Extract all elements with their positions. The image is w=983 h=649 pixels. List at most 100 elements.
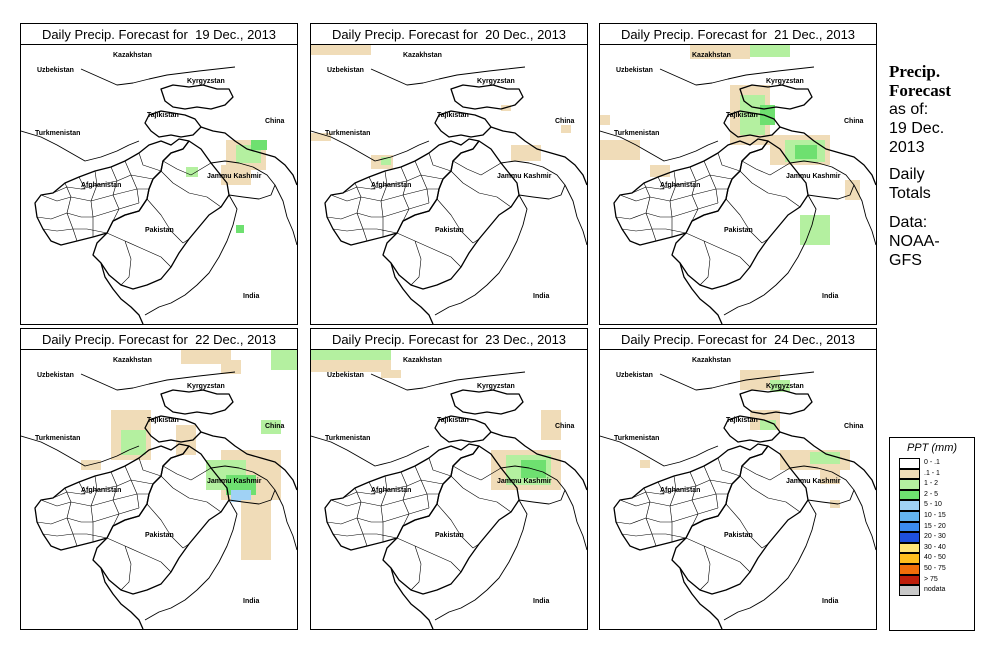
china-border [200, 126, 297, 186]
panel-title: Daily Precip. Forecast for 21 Dec., 2013 [600, 24, 876, 45]
label-pakistan: Pakistan [435, 532, 464, 539]
precip-patch [381, 157, 391, 165]
pakistan-provinces [106, 160, 222, 286]
ppt-legend: PPT (mm) 0 - .1 .1 - 1 1 - 2 2 - 5 5 - 10 10 … [889, 437, 975, 631]
coastline [679, 567, 723, 629]
map-labels: Kazakhstan Uzbekistan Kyrgyzstan Tajikis… [35, 357, 285, 605]
india-border [434, 194, 528, 316]
label-turkmenistan: Turkmenistan [325, 130, 370, 137]
uzbek-turkmen-border [600, 435, 719, 467]
precip-overlay [186, 140, 267, 233]
label-jammu-kashmir: Jammu Kashmir [497, 173, 552, 180]
afghanistan-region-map: Kazakhstan Uzbekistan Kyrgyzstan Tajikis… [311, 45, 587, 324]
legend-swatch [899, 500, 920, 511]
kazakh-border [370, 371, 526, 391]
asof-line2: 19 Dec. [889, 120, 945, 137]
forecast-panel-4: Daily Precip. Forecast for 22 Dec., 2013 [20, 328, 298, 630]
pakistan-border [671, 140, 809, 290]
legend-swatch [899, 510, 920, 522]
legend-swatch [899, 489, 920, 501]
precip-patch [511, 145, 541, 161]
map-labels: Kazakhstan Uzbekistan Kyrgyzstan Tajikis… [35, 52, 285, 300]
china-india-border [274, 184, 297, 246]
label-jammu-kashmir: Jammu Kashmir [786, 173, 841, 180]
india-border [144, 499, 238, 621]
tajik-border [144, 110, 202, 138]
pakistan-border [92, 140, 230, 290]
kyrgyz-border [160, 389, 234, 415]
legend-item: 20 - 30 [890, 532, 974, 543]
legend-label: .1 - 1 [924, 469, 940, 477]
map-labels: Kazakhstan Uzbekistan Kyrgyzstan Tajikis… [325, 357, 575, 605]
pakistan-provinces [685, 160, 801, 286]
legend-swatch [899, 553, 920, 564]
label-turkmenistan: Turkmenistan [614, 435, 659, 442]
province-boundaries [615, 457, 741, 547]
afghanistan-region-map: Kazakhstan Uzbekistan Kyrgyzstan Tajikis… [600, 45, 876, 324]
legend-item: 10 - 15 [890, 510, 974, 522]
legend-rows: 0 - .1 .1 - 1 1 - 2 2 - 5 5 - 10 10 - 15 15 - … [890, 458, 974, 596]
india-border [144, 194, 238, 316]
forecast-panel-1: Daily Precip. Forecast for 19 Dec., 2013 [20, 23, 298, 325]
uzbek-turkmen-border [311, 130, 430, 162]
label-afghanistan: Afghanistan [660, 182, 700, 189]
china-border [779, 126, 876, 186]
precip-patch [690, 45, 750, 59]
china-india-border [853, 489, 876, 551]
legend-item: 50 - 75 [890, 563, 974, 575]
label-uzbekistan: Uzbekistan [616, 67, 653, 74]
precip-patch [121, 430, 146, 455]
label-china: China [844, 423, 864, 430]
label-china: China [265, 118, 285, 125]
kyrgyz-border [739, 389, 813, 415]
legend-swatch [899, 585, 920, 596]
map-labels: Kazakhstan Uzbekistan Kyrgyzstan Tajikis… [614, 52, 864, 300]
legend-swatch [899, 468, 920, 480]
india-border [434, 499, 528, 621]
afghanistan-region-map: Kazakhstan Uzbekistan Kyrgyzstan Tajikis… [21, 350, 297, 629]
label-tajikistan: Tajikistan [147, 417, 179, 424]
india-border [723, 499, 817, 621]
label-tajikistan: Tajikistan [726, 417, 758, 424]
label-india: India [243, 598, 259, 605]
label-pakistan: Pakistan [145, 227, 174, 234]
label-pakistan: Pakistan [145, 532, 174, 539]
kyrgyz-border [739, 84, 813, 110]
label-afghanistan: Afghanistan [371, 487, 411, 494]
legend-item: nodata [890, 585, 974, 596]
sidebar-info: Precip. Forecast as of: 19 Dec. 2013 Dai… [889, 62, 979, 270]
label-china: China [555, 423, 575, 430]
legend-swatch [899, 532, 920, 543]
pakistan-border [92, 445, 230, 595]
pakistan-border [382, 140, 520, 290]
kashmir-border [789, 160, 855, 200]
precip-patch [221, 360, 241, 374]
legend-swatch [899, 563, 920, 575]
china-border [200, 431, 297, 491]
legend-label: 10 - 15 [924, 511, 946, 519]
kazakh-border [80, 66, 236, 86]
legend-item: 30 - 40 [890, 542, 974, 554]
coastline [390, 262, 434, 324]
label-afghanistan: Afghanistan [660, 487, 700, 494]
data-line1: Data: [889, 214, 928, 231]
precip-patch [541, 410, 561, 440]
label-jammu-kashmir: Jammu Kashmir [497, 478, 552, 485]
label-kazakhstan: Kazakhstan [403, 357, 442, 364]
tajik-border [723, 110, 781, 138]
uzbek-turkmen-border [21, 435, 140, 467]
afghanistan-region-map: Kazakhstan Uzbekistan Kyrgyzstan Tajikis… [311, 350, 587, 629]
precip-patch [221, 165, 251, 185]
china-india-border [564, 489, 587, 551]
label-pakistan: Pakistan [724, 227, 753, 234]
kashmir-border [210, 465, 276, 505]
legend-label: 15 - 20 [924, 522, 946, 530]
legend-label: 2 - 5 [924, 490, 939, 498]
precip-patch [261, 420, 281, 434]
legend-item: 1 - 2 [890, 479, 974, 490]
china-border [779, 431, 876, 491]
label-kyrgyzstan: Kyrgyzstan [477, 78, 515, 85]
coastline [100, 262, 144, 324]
label-china: China [844, 118, 864, 125]
legend-item: > 75 [890, 574, 974, 586]
